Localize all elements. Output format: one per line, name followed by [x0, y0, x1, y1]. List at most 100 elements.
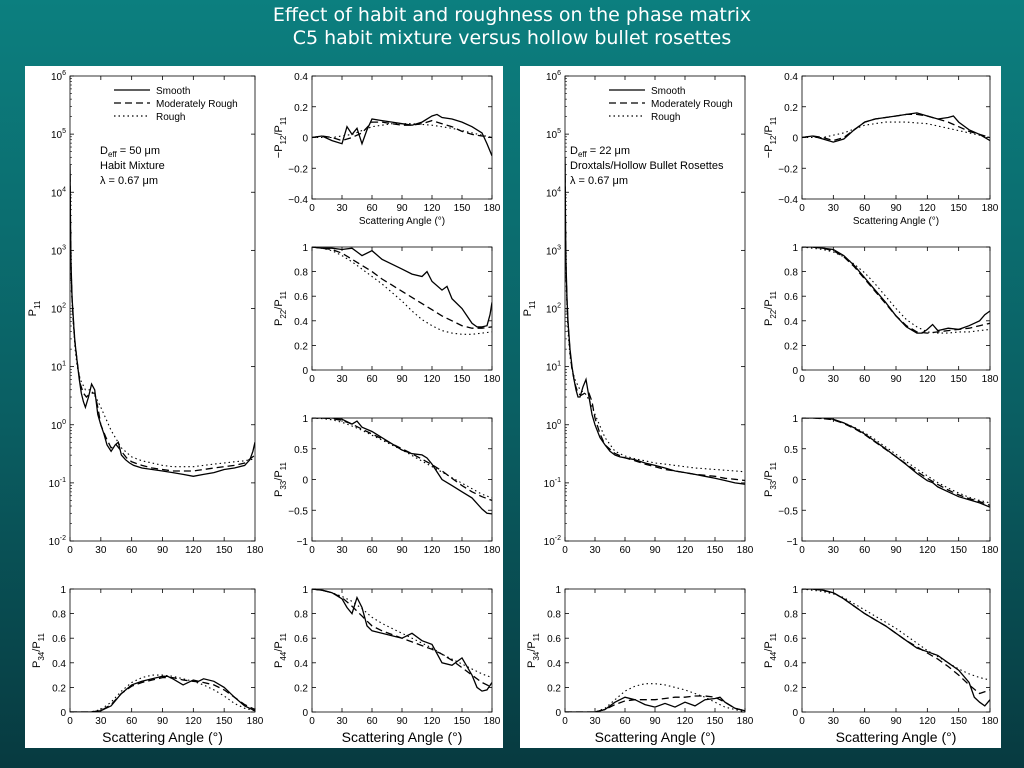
- x-tick-label: 0: [309, 716, 315, 727]
- x-tick-label: 60: [619, 716, 631, 727]
- title-line-1: Effect of habit and roughness on the pha…: [272, 4, 752, 26]
- series-line-moderately-rough: [312, 418, 492, 502]
- y-tick-label: 1: [792, 414, 798, 425]
- x-tick-label: 120: [677, 716, 694, 727]
- chart-left-P34: 0 30 60 90 120 150 180 0 0.2 0.4 0.6 0.8 1 Scattering…: [31, 585, 264, 745]
- x-tick-label: 90: [890, 374, 902, 385]
- y-axis-label: P22/P11: [763, 290, 778, 326]
- y-tick-label: 100: [546, 419, 561, 432]
- x-tick-label: 120: [919, 203, 936, 214]
- y-axis-label: P33/P11: [763, 461, 778, 497]
- y-tick-label: 0.5: [784, 445, 798, 456]
- series-line-rough: [802, 121, 990, 139]
- y-axis-label: −P12/P11: [273, 116, 288, 158]
- series-line-smooth: [802, 247, 990, 334]
- x-tick-label: 90: [890, 716, 902, 727]
- y-tick-label: 106: [546, 70, 561, 83]
- series-line-rough: [565, 181, 745, 473]
- x-tick-label: 150: [707, 545, 724, 556]
- y-tick-label: −0.4: [778, 195, 798, 206]
- y-tick-label: 1: [792, 585, 798, 596]
- y-tick-label: 0.4: [294, 659, 308, 670]
- x-tick-label: 120: [424, 374, 441, 385]
- y-tick-label: 10-2: [49, 535, 66, 548]
- x-tick-label: 180: [484, 716, 501, 727]
- y-tick-label: −1: [787, 537, 799, 548]
- x-axis-label: Scattering Angle (°): [102, 729, 223, 745]
- y-tick-label: 0.6: [547, 634, 561, 645]
- series-line-rough: [802, 247, 990, 334]
- series-line-moderately-rough: [312, 589, 492, 688]
- y-tick-label: 0: [302, 134, 308, 145]
- x-tick-label: 0: [67, 716, 73, 727]
- y-tick-label: 0.5: [294, 445, 308, 456]
- y-tick-label: 0: [792, 366, 798, 377]
- y-tick-label: 10-1: [49, 477, 66, 490]
- x-tick-label: 0: [309, 545, 315, 556]
- y-tick-label: 0.6: [294, 634, 308, 645]
- x-tick-label: 30: [336, 203, 348, 214]
- wavelength-label: λ = 0.67 μm: [570, 175, 628, 187]
- chart-left-P44: 0 30 60 90 120 150 180 0 0.2 0.4 0.6 0.8 1 Scattering…: [273, 585, 501, 745]
- x-tick-label: 60: [366, 716, 378, 727]
- x-tick-label: 30: [828, 545, 840, 556]
- x-tick-label: 0: [67, 545, 73, 556]
- x-tick-label: 150: [950, 716, 967, 727]
- x-tick-label: 150: [950, 545, 967, 556]
- series-line-smooth: [802, 589, 990, 707]
- y-tick-label: 0.2: [784, 341, 798, 352]
- chart-left-P33: 0 30 60 90 120 150 180 −1 −0.5 0 0.5 1 P33/P11: [273, 414, 501, 556]
- y-tick-label: 101: [51, 361, 66, 374]
- x-tick-label: 0: [562, 545, 568, 556]
- x-tick-label: 60: [366, 203, 378, 214]
- x-tick-label: 150: [454, 716, 471, 727]
- x-tick-label: 150: [454, 545, 471, 556]
- y-tick-label: 0.6: [784, 292, 798, 303]
- x-tick-label: 180: [982, 716, 999, 727]
- x-tick-label: 60: [859, 374, 871, 385]
- left-figure-panel: 0 30 60 90 120 150 180 10-2 10-1 100 101 102 103 104 1…: [25, 66, 503, 748]
- x-tick-label: 30: [828, 374, 840, 385]
- y-tick-label: 0.2: [784, 103, 798, 114]
- y-tick-label: 0.4: [784, 317, 798, 328]
- y-tick-label: 0.8: [784, 610, 798, 621]
- y-tick-label: 0: [555, 708, 561, 719]
- y-tick-label: 1: [302, 243, 308, 254]
- x-tick-label: 120: [919, 545, 936, 556]
- y-axis-label: P33/P11: [273, 461, 288, 497]
- y-tick-label: 100: [51, 419, 66, 432]
- x-tick-label: 60: [366, 545, 378, 556]
- series-line-smooth: [312, 247, 492, 328]
- y-tick-label: 0.8: [784, 268, 798, 279]
- y-tick-label: 101: [546, 361, 561, 374]
- y-axis-label: P34/P11: [31, 632, 46, 668]
- x-tick-label: 30: [336, 716, 348, 727]
- y-tick-label: 103: [51, 244, 66, 257]
- habit-label: Habit Mixture: [100, 160, 165, 172]
- chart-right-P11: 0 30 60 90 120 150 180 10-2 10-1 100 101 102 103 104 1…: [522, 70, 754, 556]
- plot-frame: [311, 417, 493, 542]
- x-tick-label: 0: [309, 203, 315, 214]
- x-tick-label: 120: [919, 374, 936, 385]
- x-tick-label: 180: [484, 374, 501, 385]
- x-tick-label: 60: [126, 545, 138, 556]
- x-tick-label: 120: [424, 545, 441, 556]
- x-tick-label: 180: [982, 203, 999, 214]
- y-tick-label: 0.4: [784, 659, 798, 670]
- x-tick-label: 120: [919, 716, 936, 727]
- x-tick-label: 90: [157, 716, 169, 727]
- series-line-rough: [70, 674, 255, 712]
- y-tick-label: 104: [51, 186, 66, 199]
- series-line-moderately-rough: [565, 164, 745, 482]
- x-tick-label: 60: [619, 545, 631, 556]
- y-tick-label: 0.2: [784, 683, 798, 694]
- y-tick-label: −1: [297, 537, 309, 548]
- y-axis-label: P22/P11: [273, 290, 288, 326]
- legend-entry: Rough: [156, 112, 185, 123]
- y-tick-label: 0: [792, 708, 798, 719]
- plot-frame: [801, 588, 991, 713]
- y-tick-label: 0.8: [547, 610, 561, 621]
- x-axis-label: Scattering Angle (°): [853, 216, 939, 227]
- wavelength-label: λ = 0.67 μm: [100, 175, 158, 187]
- x-tick-label: 60: [859, 545, 871, 556]
